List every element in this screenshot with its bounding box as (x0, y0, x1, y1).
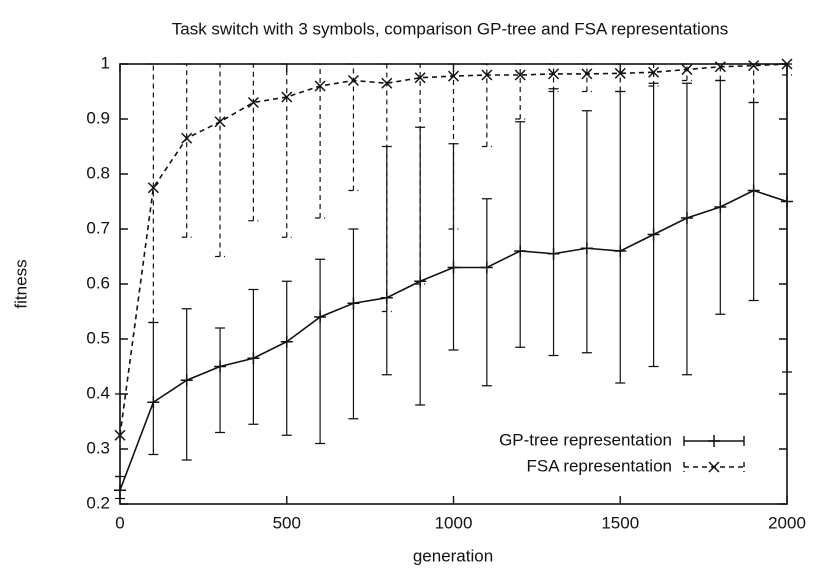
point-marker (381, 77, 393, 89)
point-marker (714, 61, 726, 73)
error-bar (581, 110, 592, 354)
error-bar (381, 63, 392, 313)
error-bar (348, 63, 359, 192)
y-tick-label: 0.5 (86, 328, 110, 347)
point-marker (347, 74, 359, 87)
point-marker (181, 132, 193, 144)
error-bar (215, 63, 226, 258)
y-tick-label: 0.9 (86, 108, 110, 127)
point-marker (280, 335, 293, 348)
point-marker (714, 201, 727, 213)
error-bar (481, 198, 492, 387)
error-bar (615, 63, 626, 93)
point-marker (114, 484, 126, 497)
point-marker (548, 68, 560, 80)
error-bar (681, 82, 692, 376)
error-bar (248, 63, 259, 222)
point-marker (580, 242, 593, 255)
point-marker (514, 245, 527, 257)
error-bar (315, 258, 326, 445)
error-bar (181, 63, 192, 238)
error-bar (515, 121, 526, 348)
point-marker (680, 212, 693, 224)
x-tick-label: 2000 (768, 513, 806, 532)
point-marker (647, 228, 660, 241)
point-marker (147, 396, 160, 409)
y-tick-label: 0.8 (86, 163, 110, 182)
legend-marker (708, 461, 720, 473)
point-marker (748, 60, 760, 72)
error-bar (415, 63, 426, 285)
y-axis-label: fitness (11, 259, 30, 308)
point-marker (681, 63, 693, 76)
point-marker (114, 429, 126, 441)
error-bar (548, 63, 559, 93)
error-bar (481, 63, 492, 148)
error-bar (748, 101, 759, 302)
error-bar (281, 63, 292, 238)
error-bar (515, 63, 526, 120)
point-marker (180, 374, 193, 387)
error-bar (215, 327, 226, 434)
point-marker (247, 96, 259, 109)
point-marker (414, 72, 426, 84)
point-marker (481, 69, 493, 81)
point-marker (281, 91, 293, 103)
error-bar (415, 126, 426, 406)
x-tick-label: 500 (273, 513, 301, 532)
point-marker (247, 352, 260, 365)
error-bar (315, 63, 326, 219)
legend-marker (708, 435, 720, 447)
point-marker (781, 58, 793, 70)
error-bar (748, 63, 759, 104)
y-tick-label: 0.3 (86, 438, 110, 457)
error-bar (615, 90, 626, 384)
point-marker (480, 261, 493, 274)
x-tick-label: 1000 (435, 513, 473, 532)
y-tick-label: 1 (101, 53, 110, 72)
point-marker (447, 70, 460, 82)
y-tick-label: 0.2 (86, 493, 110, 512)
x-tick-label: 1500 (601, 513, 639, 532)
point-marker (347, 297, 360, 310)
error-bar (648, 82, 659, 368)
point-marker (514, 69, 526, 81)
error-bar (648, 63, 659, 87)
chart-title: Task switch with 3 symbols, comparison G… (172, 19, 729, 38)
point-marker (214, 116, 226, 128)
error-bar (548, 88, 559, 357)
legend-label: GP-tree representation (499, 430, 672, 449)
point-marker (314, 311, 327, 323)
error-bar (715, 79, 726, 315)
point-marker (314, 80, 326, 92)
error-bar (681, 63, 692, 82)
x-axis-label: generation (413, 546, 493, 565)
point-marker (447, 261, 460, 274)
x-tick-label: 0 (115, 513, 124, 532)
point-marker (648, 66, 660, 78)
error-bar (448, 63, 459, 230)
point-marker (547, 247, 560, 260)
error-bar (148, 321, 159, 456)
y-tick-label: 0.4 (86, 383, 110, 402)
point-marker (781, 195, 793, 208)
error-bar (281, 280, 292, 436)
error-bar (782, 63, 792, 373)
point-marker (214, 360, 227, 373)
point-marker (614, 67, 626, 79)
point-marker (747, 184, 760, 197)
error-bar (115, 393, 125, 478)
legend-label: FSA representation (526, 456, 672, 475)
error-bar (581, 63, 592, 93)
y-tick-label: 0.7 (86, 218, 110, 237)
error-bar (348, 228, 359, 420)
point-marker (614, 245, 627, 257)
point-marker (581, 68, 593, 80)
point-marker (147, 182, 159, 194)
y-tick-label: 0.6 (86, 273, 110, 292)
